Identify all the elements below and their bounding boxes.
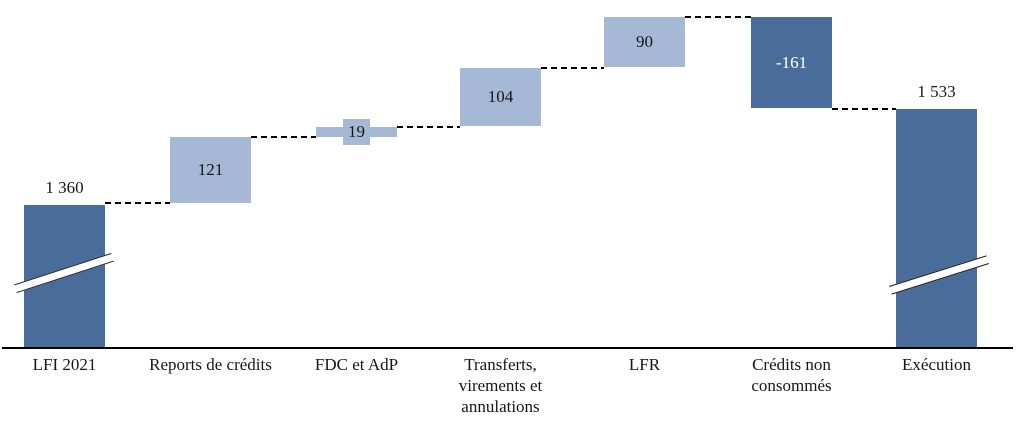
x-axis-line (2, 347, 1013, 349)
bar-transferts-virements-annulations (460, 68, 541, 126)
value-label-reports-de-credits: 121 (197, 160, 224, 179)
bar-lfr (604, 17, 685, 67)
bar-execution (896, 109, 977, 347)
category-label-transferts-virements-annulations: Transferts, virements et annulations (416, 354, 586, 417)
value-label-execution: 1 533 (917, 82, 956, 101)
bar-credits-non-consommes (751, 17, 832, 108)
category-label-line: LFR (628, 355, 661, 374)
connector-dashed-1 (105, 202, 170, 204)
connector-dashed-3 (397, 126, 460, 128)
category-label-fdc-et-adp: FDC et AdP (272, 354, 442, 375)
value-label-lfr: 90 (636, 32, 653, 51)
category-label-line: LFI 2021 (32, 355, 97, 374)
category-label-execution: Exécution (852, 354, 1022, 375)
category-label-line: Transferts, (464, 355, 537, 374)
category-label-line: annulations (461, 397, 540, 416)
connector-dashed-6 (832, 108, 896, 110)
connector-dashed-2 (251, 136, 316, 138)
category-label-line: virements et (458, 376, 543, 395)
connector-dashed-5 (685, 16, 751, 18)
category-label-lfi-2021: LFI 2021 (0, 354, 150, 375)
bar-reports-de-credits (170, 137, 251, 203)
category-label-reports-de-credits: Reports de crédits (126, 354, 296, 375)
category-label-line: FDC et AdP (314, 355, 399, 374)
value-label-lfi-2021: 1 360 (45, 178, 84, 197)
category-label-credits-non-consommes: Crédits non consommés (707, 354, 877, 396)
category-label-line: Crédits non (752, 355, 831, 374)
category-label-line: Reports de crédits (149, 355, 272, 374)
category-label-line: Exécution (902, 355, 971, 374)
category-label-lfr: LFR (560, 354, 730, 375)
value-label-fdc-et-adp: 19 (343, 119, 370, 145)
value-label-credits-non-consommes: -161 (775, 52, 808, 72)
category-label-line: consommés (751, 376, 832, 395)
value-label-transferts-virements-annulations: 104 (487, 87, 514, 106)
connector-dashed-4 (541, 67, 604, 69)
